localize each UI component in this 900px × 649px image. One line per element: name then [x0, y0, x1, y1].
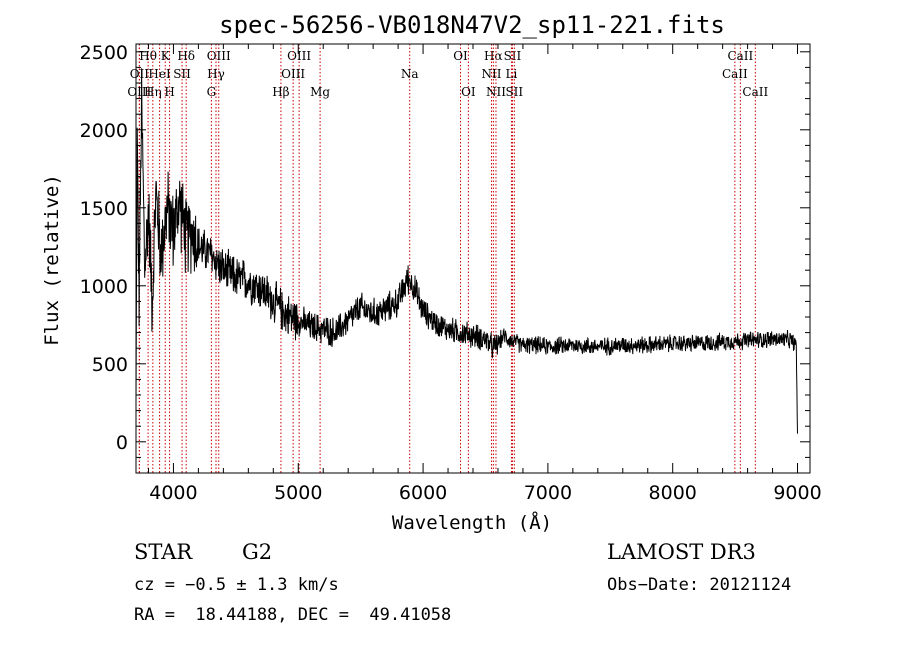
- line-marker-label: OII: [130, 67, 150, 81]
- chart-title: spec-56256-VB018N47V2_sp11-221.fits: [219, 11, 725, 39]
- line-marker-label: SII: [173, 67, 191, 81]
- line-marker-label: Hη: [144, 85, 162, 99]
- line-marker-label: Na: [401, 67, 419, 81]
- line-marker-label: CaII: [727, 49, 753, 63]
- y-tick-label: 2000: [80, 120, 128, 142]
- y-axis-label: Flux (relative): [41, 174, 63, 346]
- y-tick-label: 500: [92, 354, 128, 376]
- x-tick-label: 5000: [274, 482, 322, 504]
- line-marker-label: SII: [505, 85, 523, 99]
- line-marker-label: Hγ: [207, 67, 225, 81]
- line-marker-label: K: [161, 49, 171, 63]
- line-marker-label: OIII: [127, 85, 151, 99]
- survey-label: LAMOST DR3: [607, 540, 756, 564]
- class-label: STAR: [134, 540, 193, 564]
- line-marker-label: Mg: [310, 85, 330, 99]
- line-marker-label: Hδ: [177, 49, 195, 63]
- line-marker-label: G: [207, 85, 217, 99]
- line-marker-label: OI: [453, 49, 468, 63]
- x-tick-label: 4000: [149, 482, 197, 504]
- y-tick-label: 1000: [80, 276, 128, 298]
- plot-frame: [135, 43, 811, 474]
- line-marker-label: HeI: [148, 67, 171, 81]
- y-tick-label: 0: [116, 432, 128, 454]
- x-tick-label: 6000: [399, 482, 447, 504]
- line-marker-label: H: [164, 85, 174, 99]
- line-marker-label: CaII: [742, 85, 768, 99]
- line-marker-label: Hβ: [272, 85, 289, 99]
- line-marker-label: OIII: [287, 49, 311, 63]
- x-tick-label: 8000: [649, 482, 697, 504]
- subclass-label: G2: [242, 540, 272, 564]
- x-tick-label: 7000: [524, 482, 572, 504]
- line-marker-label: OIII: [207, 49, 231, 63]
- line-marker-label: OI: [461, 85, 476, 99]
- line-marker-label: Li: [506, 67, 518, 81]
- spectrum-line: [135, 68, 798, 434]
- line-marker-label: OIII: [281, 67, 305, 81]
- line-marker-label: CaII: [722, 67, 748, 81]
- coordinates-label: RA = 18.44188, DEC = 49.41058: [134, 605, 451, 625]
- y-tick-label: 1500: [80, 198, 128, 220]
- line-marker-label: Hα: [484, 49, 503, 63]
- x-axis-label: Wavelength (Å): [392, 511, 552, 534]
- line-marker-label: NII: [481, 67, 501, 81]
- cz-label: cz = −0.5 ± 1.3 km/s: [134, 575, 339, 595]
- x-tick-label: 9000: [773, 482, 821, 504]
- axis-ticks: 4000 5000 6000 7000 8000 9000 0 500 1000 1500 2000…: [80, 42, 822, 504]
- y-tick-label: 2500: [80, 42, 128, 64]
- obs-date-label: Obs−Date: 20121124: [607, 575, 791, 595]
- line-marker-label: NII: [486, 85, 506, 99]
- line-marker-label: SII: [504, 49, 522, 63]
- line-marker-label: Hθ: [139, 49, 157, 63]
